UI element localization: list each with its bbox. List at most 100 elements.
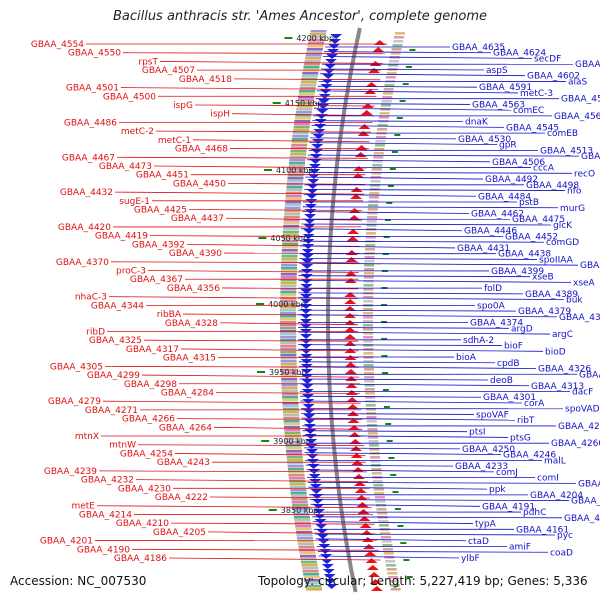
- reverse-gene-label: GBAA_4313: [531, 382, 584, 392]
- content-stripe: [287, 180, 304, 183]
- content-stripe: [280, 336, 297, 339]
- skew-stripe: [370, 456, 381, 459]
- content-stripe: [284, 213, 301, 216]
- forward-gene-label: GBAA_4266: [122, 415, 175, 425]
- reverse-gene-label: GBAA_4446: [464, 227, 517, 237]
- reverse-label-connector: [307, 159, 491, 163]
- forward-label-connector: [225, 217, 362, 221]
- reverse-label-connector: [322, 56, 533, 59]
- reverse-gene-label: bioD: [545, 347, 566, 357]
- reverse-feature: [309, 484, 322, 489]
- forward-gene-label: mtnX: [75, 432, 99, 442]
- content-stripe: [309, 33, 326, 36]
- content-stripe: [287, 174, 304, 177]
- skew-stripe: [363, 300, 374, 303]
- forward-gene-label: GBAA_4518: [179, 75, 232, 85]
- reverse-gene-label: GBAA_4591: [479, 83, 532, 93]
- reverse-feature: [300, 274, 313, 279]
- content-stripe: [285, 201, 302, 204]
- skew-stripe: [368, 196, 379, 199]
- reverse-feature: [308, 169, 321, 174]
- reverse-feature: [314, 119, 327, 124]
- reverse-feature: [303, 424, 316, 429]
- forward-feature: [347, 229, 360, 234]
- content-stripe: [300, 555, 316, 558]
- map-graphics: 4200 kbp 4150 kbp 4100 kbp 4050 kbp 4000 kbp…: [31, 27, 600, 593]
- content-stripe: [309, 36, 326, 39]
- skew-stripe: [368, 444, 379, 447]
- reverse-label-connector: [314, 103, 471, 105]
- forward-feature: [372, 47, 385, 52]
- skew-stripe: [386, 568, 397, 571]
- content-stripe: [282, 240, 299, 243]
- content-stripe: [299, 90, 316, 93]
- content-stripe: [290, 489, 307, 492]
- content-stripe: [284, 426, 300, 429]
- reverse-gene-label: GBAA_4492: [485, 175, 538, 185]
- reverse-gene-label: xseA: [573, 278, 596, 288]
- reverse-gene-label: xseB: [532, 273, 554, 283]
- forward-label-connector: [108, 296, 359, 299]
- reverse-gene-label: aspS: [486, 66, 508, 76]
- skew-stripe: [363, 320, 373, 323]
- reverse-label-connector: [310, 503, 481, 507]
- forward-gene-label: GBAA_4432: [60, 188, 113, 198]
- skew-stripe: [373, 156, 384, 159]
- skew-stripe: [379, 524, 389, 527]
- content-stripe: [284, 429, 301, 432]
- content-stripe: [282, 396, 299, 399]
- skew-stripe: [383, 88, 394, 91]
- reverse-gene-label: ctaD: [468, 537, 489, 547]
- reverse-gene-label: bioF: [504, 342, 523, 352]
- forward-feature: [352, 166, 365, 171]
- content-stripe: [291, 144, 308, 147]
- content-stripe: [287, 468, 304, 471]
- content-stripe: [303, 573, 320, 576]
- reverse-feature: [305, 439, 318, 444]
- reverse-gene-label: pyc: [557, 531, 573, 541]
- forward-feature: [358, 124, 371, 129]
- forward-gene-label: GBAA_4305: [50, 362, 103, 372]
- forward-gene-label: GBAA_4264: [159, 423, 212, 433]
- reverse-gene-label: comEC: [513, 106, 544, 116]
- content-stripe: [281, 390, 298, 393]
- reverse-feature: [307, 179, 320, 184]
- content-stripe: [305, 54, 322, 57]
- content-stripe: [299, 552, 316, 555]
- reverse-label-connector: [303, 193, 477, 197]
- skew-stripe: [363, 284, 374, 287]
- skew-stripe: [370, 184, 381, 187]
- reverse-feature: [300, 289, 313, 294]
- forward-label-connector: [110, 261, 360, 264]
- reverse-label-connector: [298, 280, 572, 283]
- content-stripe: [296, 531, 313, 534]
- content-stripe: [285, 198, 302, 201]
- skew-stripe: [388, 576, 399, 579]
- skew-stripe: [366, 416, 377, 419]
- reverse-label-connector: [298, 275, 531, 278]
- skew-stripe: [365, 244, 376, 247]
- reverse-gene-label: spoIIAA: [539, 255, 574, 265]
- skew-stripe: [363, 352, 374, 355]
- scale-label: 3950 kbp: [269, 368, 307, 377]
- reverse-gene-label: GBAA_4233: [455, 462, 508, 472]
- reverse-feature: [300, 334, 313, 339]
- reverse-feature: [300, 294, 313, 299]
- skew-stripe: [391, 48, 402, 51]
- content-stripe: [280, 342, 297, 345]
- forward-gene-label: GBAA_4419: [95, 232, 148, 242]
- reverse-gene-label: GBAA_4221: [578, 479, 600, 489]
- content-stripe: [284, 207, 301, 210]
- reverse-feature: [306, 184, 319, 189]
- reverse-gene-label: secDF: [534, 54, 561, 64]
- skew-stripe: [373, 488, 384, 491]
- skew-stripe: [363, 296, 374, 299]
- reverse-feature: [303, 414, 316, 419]
- reverse-gene-label: amiF: [509, 543, 531, 553]
- skew-stripe: [376, 508, 387, 511]
- skew-stripe: [378, 520, 389, 523]
- skew-stripe: [368, 200, 379, 203]
- forward-gene-label: GBAA_4298: [124, 380, 177, 390]
- reverse-gene-label: gpR: [499, 141, 517, 151]
- content-stripe: [293, 129, 310, 132]
